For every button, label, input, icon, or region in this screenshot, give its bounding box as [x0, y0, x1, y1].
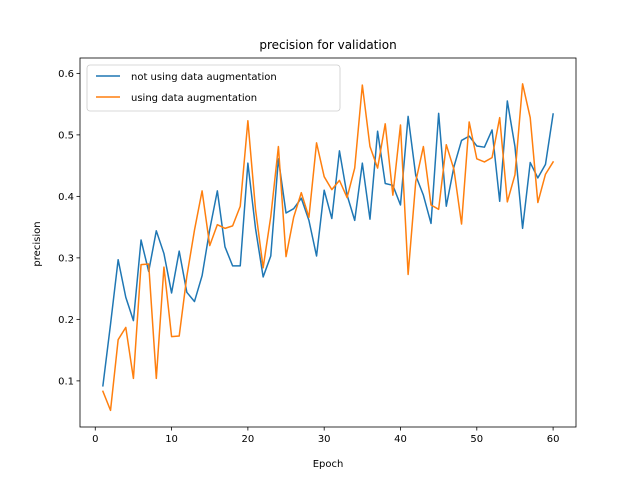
- legend-label-1: not using data augmentation: [131, 72, 277, 83]
- legend-label-2: using data augmentation: [131, 93, 257, 104]
- x-tick-label: 60: [547, 434, 560, 445]
- x-tick-label: 10: [165, 434, 178, 445]
- legend-box: [86, 64, 341, 112]
- y-tick-label: 0.4: [58, 192, 74, 203]
- x-tick-label: 50: [470, 434, 483, 445]
- series-line-2: [101, 83, 555, 412]
- x-tick-label: 20: [242, 434, 255, 445]
- y-tick-label: 0.3: [58, 253, 74, 264]
- y-axis-label: precision: [32, 221, 43, 266]
- x-axis-label: Epoch: [313, 459, 344, 470]
- x-tick-label: 30: [318, 434, 331, 445]
- y-tick-label: 0.2: [58, 315, 74, 326]
- y-tick-label: 0.1: [58, 376, 74, 387]
- chart-title: precision for validation: [259, 38, 396, 52]
- y-tick-label: 0.6: [58, 69, 74, 80]
- x-tick-label: 40: [394, 434, 407, 445]
- plot-area: 0 10 20 30 40 50 60 0.1 0.2 0.3 0.4 0.5 0.6: [58, 57, 577, 445]
- legend: not using data augmentation using data au…: [86, 64, 341, 112]
- axes-frame: [79, 57, 577, 428]
- y-tick-label: 0.5: [58, 130, 74, 141]
- x-tick-label: 0: [92, 434, 98, 445]
- series-line-1: [102, 100, 554, 387]
